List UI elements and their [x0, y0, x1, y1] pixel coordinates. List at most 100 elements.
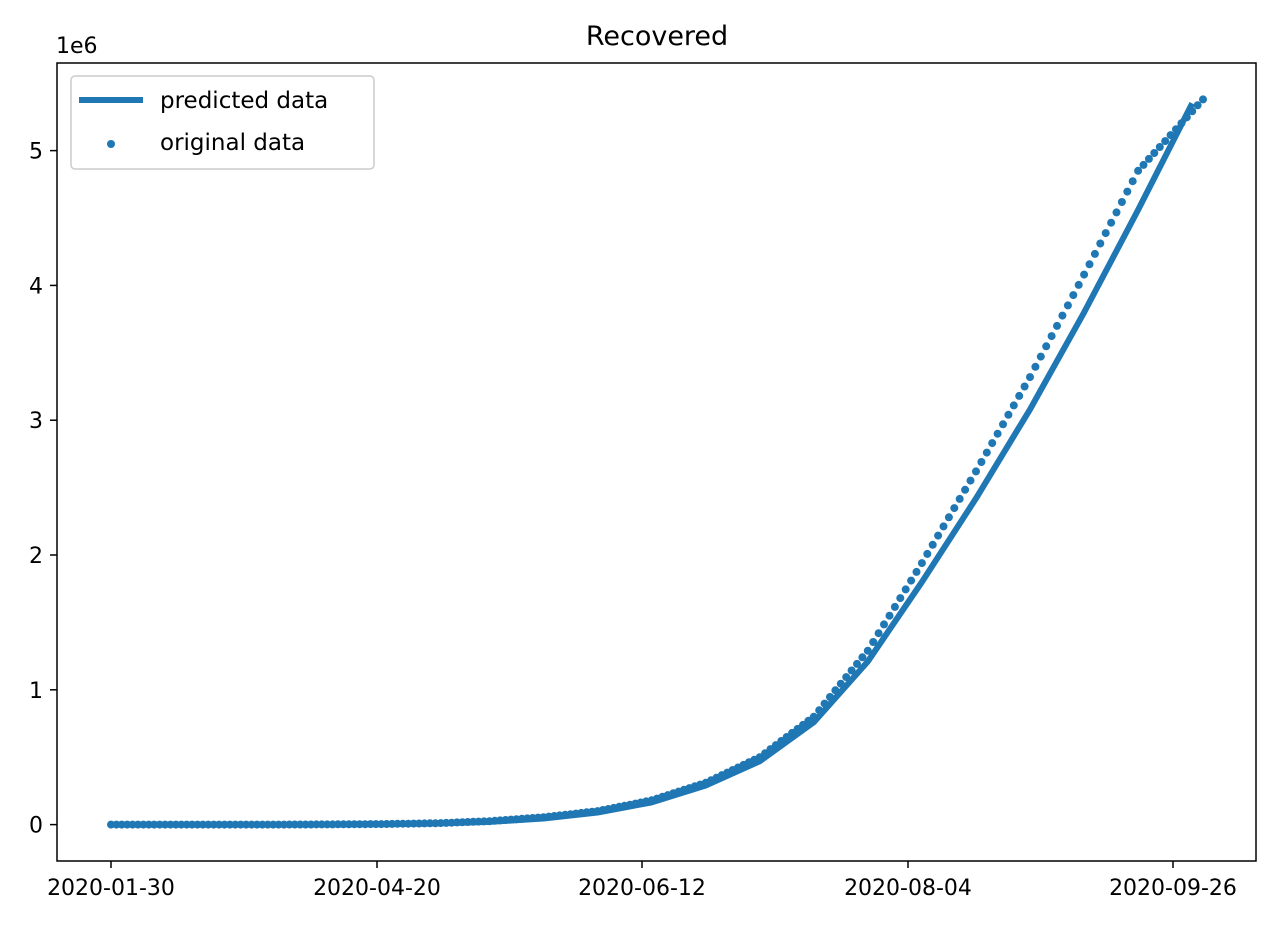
- data-point-original: [912, 567, 921, 576]
- data-point-original: [874, 629, 883, 638]
- data-point-original: [858, 653, 867, 662]
- x-axis: 2020-01-30 2020-04-20 2020-06-12 2020-08-04…: [47, 861, 1237, 901]
- data-point-original: [934, 531, 943, 540]
- legend-label-predicted: predicted data: [160, 88, 328, 114]
- data-point-original: [988, 439, 997, 448]
- data-point-original: [950, 504, 959, 513]
- data-point-original: [939, 522, 948, 531]
- data-point-original: [1031, 362, 1040, 371]
- y-tick-label: 2: [29, 544, 43, 569]
- data-point-original: [993, 429, 1002, 438]
- data-point-original: [1139, 160, 1148, 169]
- data-point-original: [1182, 113, 1191, 122]
- data-point-original: [1090, 249, 1099, 258]
- y-tick-label: 0: [29, 814, 43, 839]
- data-point-original: [1069, 291, 1078, 300]
- legend-box: [70, 75, 375, 170]
- y-tick-label: 5: [29, 140, 43, 165]
- data-point-original: [1193, 101, 1202, 110]
- data-point-original: [1123, 187, 1132, 196]
- data-point-original: [928, 540, 937, 549]
- data-point-original: [334, 820, 342, 829]
- data-point-original: [1161, 137, 1170, 146]
- x-tick-label: 2020-08-04: [844, 876, 972, 901]
- data-point-original: [1085, 260, 1094, 269]
- data-point-original: [1199, 95, 1207, 104]
- x-tick-label: 2020-06-12: [578, 876, 706, 901]
- data-point-original: [826, 693, 834, 701]
- data-point-original: [1144, 154, 1153, 163]
- data-point-original: [901, 585, 910, 594]
- data-point-original: [917, 559, 926, 568]
- data-point-original: [1042, 342, 1051, 351]
- data-point-original: [809, 712, 818, 721]
- data-point-original: [1117, 198, 1126, 206]
- data-point-original: [1063, 301, 1072, 310]
- data-point-original: [815, 706, 824, 715]
- y-offset-label: 1e6: [56, 34, 98, 59]
- legend-label-original: original data: [160, 130, 305, 156]
- data-point-original: [972, 467, 980, 476]
- data-point-original: [896, 594, 905, 603]
- data-point-original: [1053, 321, 1061, 330]
- data-point-original: [831, 686, 840, 695]
- data-point-original: [890, 602, 899, 611]
- data-point-original: [923, 549, 932, 558]
- data-point-original: [1101, 229, 1110, 238]
- data-point-original: [1112, 208, 1121, 217]
- data-point-original: [1128, 177, 1137, 186]
- data-point-original: [1096, 239, 1105, 248]
- data-point-original: [1166, 131, 1175, 140]
- y-tick-label: 3: [29, 409, 43, 434]
- data-point-original: [977, 458, 986, 466]
- data-point-original: [966, 476, 975, 485]
- data-point-original: [961, 485, 970, 494]
- data-point-original: [836, 679, 845, 688]
- data-point-original: [863, 646, 872, 655]
- data-point-original: [999, 420, 1007, 429]
- y-tick-label: 4: [29, 274, 43, 299]
- data-point-original: [1107, 218, 1116, 227]
- data-point-original: [1020, 382, 1029, 391]
- y-tick-label: 1: [29, 679, 43, 704]
- x-tick-label: 2020-09-26: [1109, 876, 1237, 901]
- data-point-original: [1155, 143, 1164, 151]
- chart-title: Recovered: [586, 21, 728, 52]
- plot-frame: [56, 62, 1257, 862]
- data-point-original: [1172, 125, 1180, 134]
- data-point-original: [1058, 311, 1067, 320]
- data-point-original: [907, 576, 916, 585]
- data-point-original: [885, 611, 894, 620]
- data-point-original: [1026, 373, 1034, 382]
- data-point-original: [880, 620, 888, 629]
- data-point-original: [1177, 119, 1186, 128]
- data-point-original: [982, 448, 991, 457]
- data-point-original: [788, 728, 797, 737]
- legend-dot-swatch: [107, 140, 115, 148]
- data-point-original: [1004, 410, 1013, 419]
- data-point-original: [955, 494, 964, 503]
- series-line-predicted: [111, 102, 1195, 828]
- data-point-original: [150, 820, 159, 829]
- data-point-original: [1047, 332, 1056, 341]
- x-tick-label: 2020-04-20: [313, 876, 441, 901]
- data-point-original: [1009, 401, 1018, 410]
- data-point-original: [242, 820, 251, 829]
- data-point-original: [1188, 107, 1197, 116]
- data-point-original: [869, 638, 878, 646]
- data-point-original: [847, 666, 856, 675]
- data-point-original: [1074, 280, 1083, 289]
- data-point-original: [1015, 391, 1024, 400]
- data-point-original: [820, 699, 829, 708]
- data-point-original: [1134, 166, 1143, 175]
- plot-area: [107, 95, 1207, 829]
- data-point-original: [853, 659, 861, 668]
- data-point-original: [944, 513, 953, 522]
- y-axis: 0 1 2 3 4 5: [29, 140, 57, 839]
- legend: predicted data original data: [70, 75, 375, 170]
- x-tick-label: 2020-01-30: [47, 876, 175, 901]
- data-point-original: [1150, 149, 1159, 157]
- data-point-original: [842, 673, 851, 682]
- data-point-original: [1036, 352, 1045, 361]
